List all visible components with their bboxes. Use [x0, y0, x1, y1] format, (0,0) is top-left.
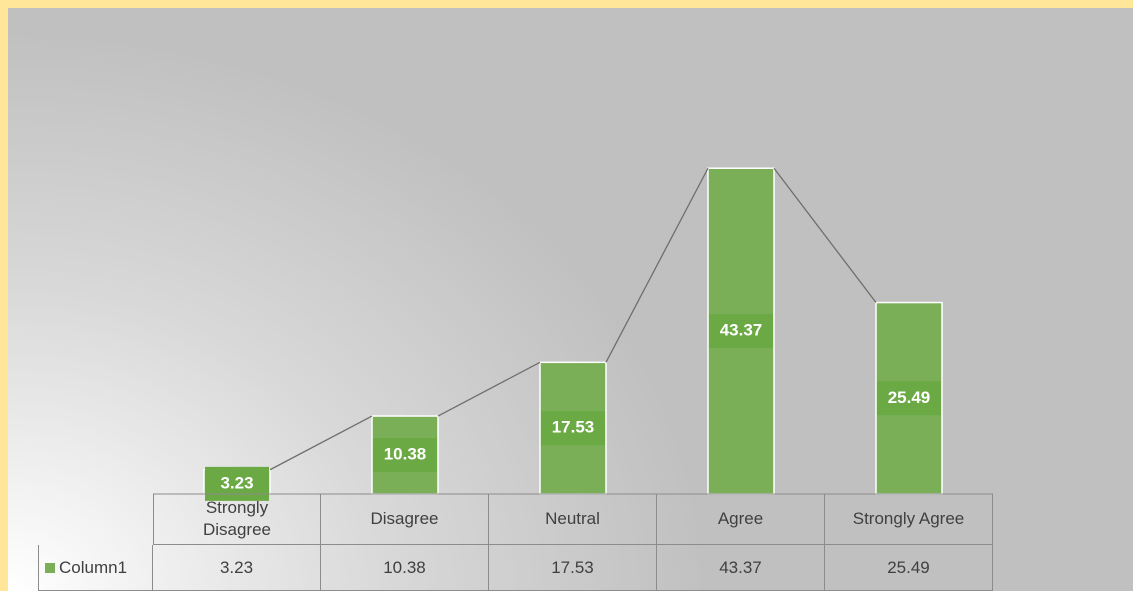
table-value: 17.53 — [489, 545, 657, 591]
data-label: 43.37 — [720, 321, 763, 340]
series-line — [437, 361, 541, 417]
data-label-box — [373, 438, 437, 473]
table-value: 25.49 — [825, 545, 993, 591]
table-header: Strongly Disagree — [153, 494, 321, 545]
series-line — [773, 167, 877, 303]
data-label: 10.38 — [384, 445, 427, 464]
series-line — [605, 167, 709, 363]
table-value: 10.38 — [321, 545, 489, 591]
data-label: 25.49 — [888, 388, 931, 407]
table-value: 43.37 — [657, 545, 825, 591]
data-label-box — [205, 466, 269, 501]
data-label: 17.53 — [552, 418, 595, 437]
series-line — [269, 415, 373, 471]
data-label-box — [877, 381, 941, 416]
table-header: Strongly Agree — [825, 494, 993, 545]
data-label: 3.23 — [220, 473, 253, 492]
table-header: Neutral — [489, 494, 657, 545]
table-value: 3.23 — [153, 545, 321, 591]
legend-label: Column1 — [59, 557, 128, 577]
legend-key — [45, 562, 55, 573]
data-label-box — [709, 314, 773, 349]
table-header: Agree — [657, 494, 825, 545]
table-header: Disagree — [321, 494, 489, 545]
legend-cell: Column1 — [38, 545, 153, 591]
data-label-box — [541, 411, 605, 446]
